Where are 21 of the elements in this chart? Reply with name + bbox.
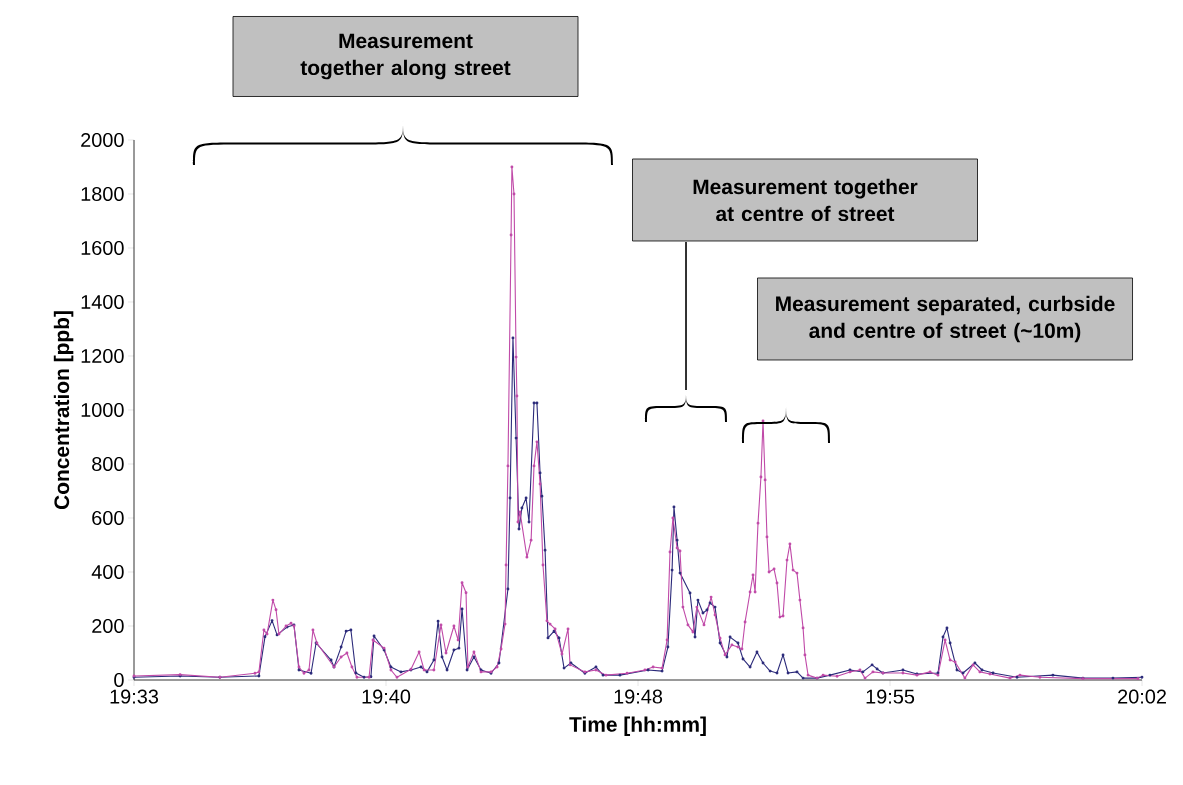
y-tick-label: 800 <box>92 456 124 472</box>
y-tick-label: 2000 <box>81 132 124 148</box>
y-tick-label: 1600 <box>81 240 124 256</box>
x-tick-label: 19:48 <box>614 689 663 704</box>
y-axis-title: Concentration [ppb] <box>53 311 74 510</box>
x-tick-label: 20:02 <box>1118 689 1166 704</box>
y-tick-label: 0 <box>114 672 124 688</box>
x-tick-label: 19:40 <box>362 689 411 704</box>
y-tick-label: 1000 <box>81 402 124 418</box>
annotation: Measurement together at centre of street <box>693 178 918 222</box>
y-tick-label: 400 <box>91 564 124 580</box>
x-tick-label: 19:33 <box>110 689 159 704</box>
y-tick-label: 1200 <box>81 348 124 364</box>
y-tick-label: 200 <box>92 618 124 634</box>
annotation: Measurement separated, curbside and centre of street (~10m) <box>776 295 1115 343</box>
x-tick-label: 19:55 <box>866 689 915 704</box>
y-tick-label: 1400 <box>81 294 124 310</box>
y-tick-label: 1800 <box>81 186 124 202</box>
text: Measurement together along street <box>300 33 511 80</box>
x-axis-title: Time [hh:mm] <box>569 716 706 736</box>
y-tick-label: 600 <box>92 510 124 526</box>
